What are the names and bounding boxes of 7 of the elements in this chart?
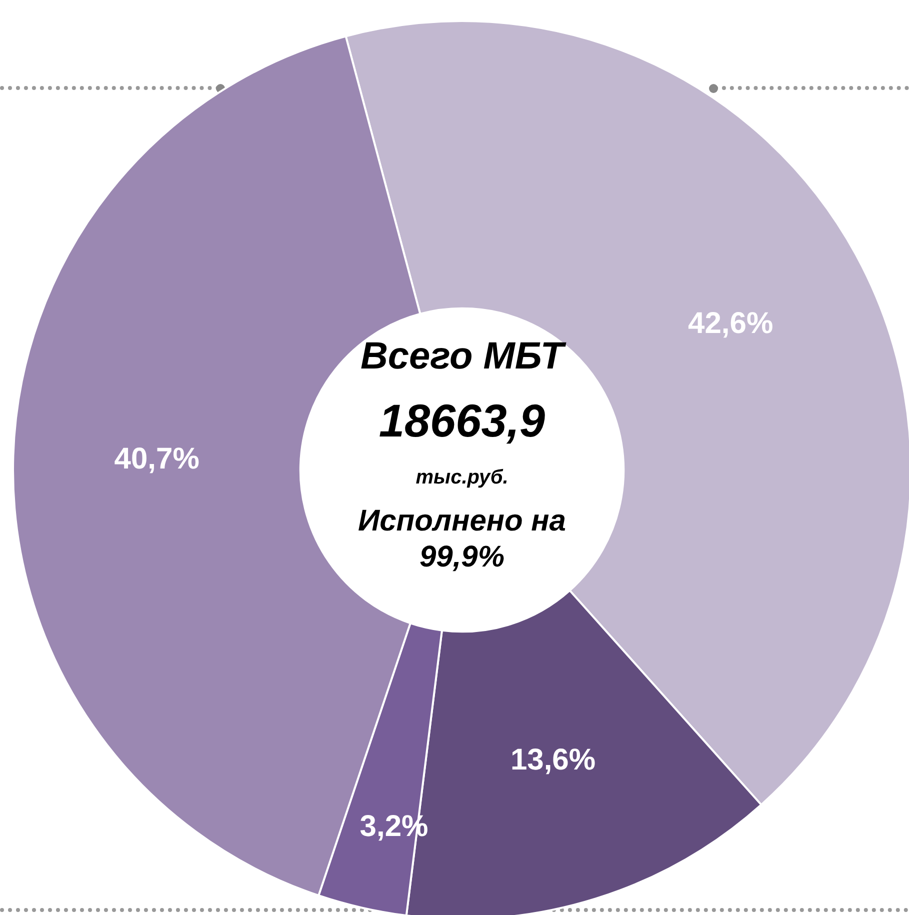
text: 18663,9 xyxy=(378,394,546,447)
text: Исполнено на 99,9% xyxy=(358,504,566,574)
data-label: 40,7% xyxy=(114,442,200,476)
data-label: 13,6% xyxy=(510,744,596,777)
data-label: 42,6% xyxy=(688,307,774,340)
text: Всего МБТ xyxy=(360,335,566,378)
text: тыс.руб. xyxy=(416,466,508,489)
